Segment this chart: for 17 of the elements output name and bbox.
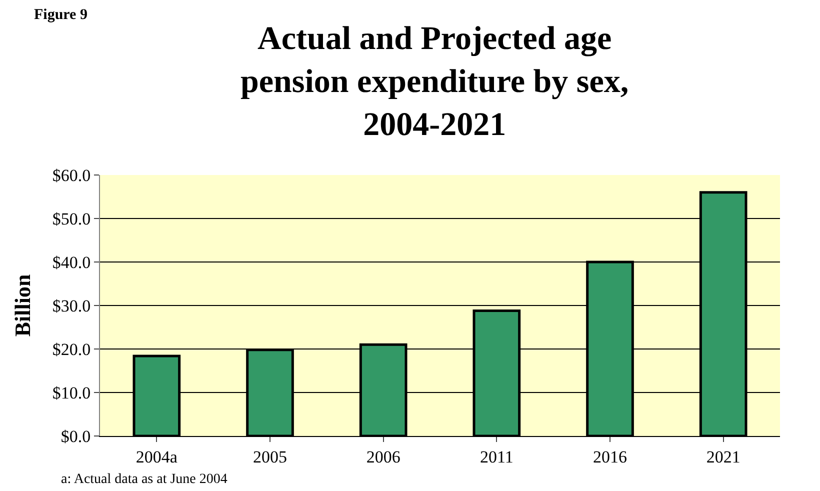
x-tick-label: 2004a <box>136 447 178 466</box>
x-tick-label: 2011 <box>480 447 514 466</box>
y-axis-title: Billion <box>10 274 36 337</box>
y-tick-label: $20.0 <box>52 340 91 359</box>
y-tick-label: $30.0 <box>52 296 91 316</box>
y-tick-label: $60.0 <box>52 166 91 185</box>
y-tick-label: $0.0 <box>60 426 91 446</box>
x-tick-label: 2006 <box>366 447 400 466</box>
chart-title: Actual and Projected age pension expenditure by sex, 2004-2021 <box>240 21 629 143</box>
x-tick-label: 2005 <box>253 447 287 466</box>
y-tick-label: $10.0 <box>52 383 91 402</box>
y-tick-label: $40.0 <box>52 252 91 272</box>
chart-subtitle: Figure 9 <box>34 7 88 23</box>
x-tick-label: 2016 <box>593 447 627 466</box>
y-tick-label: $50.0 <box>52 209 91 228</box>
text: a: Actual data as at June 2004 <box>61 472 228 487</box>
x-tick-label: 2021 <box>706 447 740 466</box>
